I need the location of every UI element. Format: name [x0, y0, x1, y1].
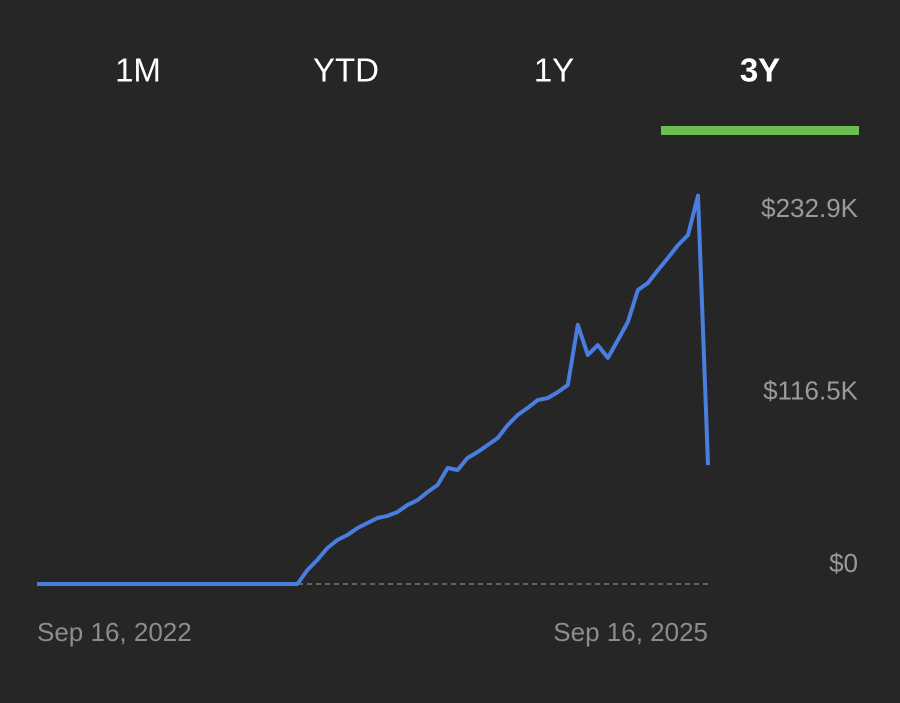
- tab[interactable]: 1Y: [534, 52, 574, 89]
- y-tick-label: $232.9K: [761, 193, 859, 223]
- x-tick-label: Sep 16, 2022: [37, 617, 192, 647]
- tab[interactable]: 3Y: [740, 52, 780, 89]
- tab-indicator: [661, 126, 859, 135]
- x-tick-label: Sep 16, 2025: [553, 617, 708, 647]
- y-tick-label: $0: [829, 548, 858, 578]
- price-line: [37, 193, 710, 586]
- tab[interactable]: 1M: [115, 52, 161, 89]
- y-tick-label: $116.5K: [763, 376, 859, 406]
- tab[interactable]: YTD: [313, 52, 379, 89]
